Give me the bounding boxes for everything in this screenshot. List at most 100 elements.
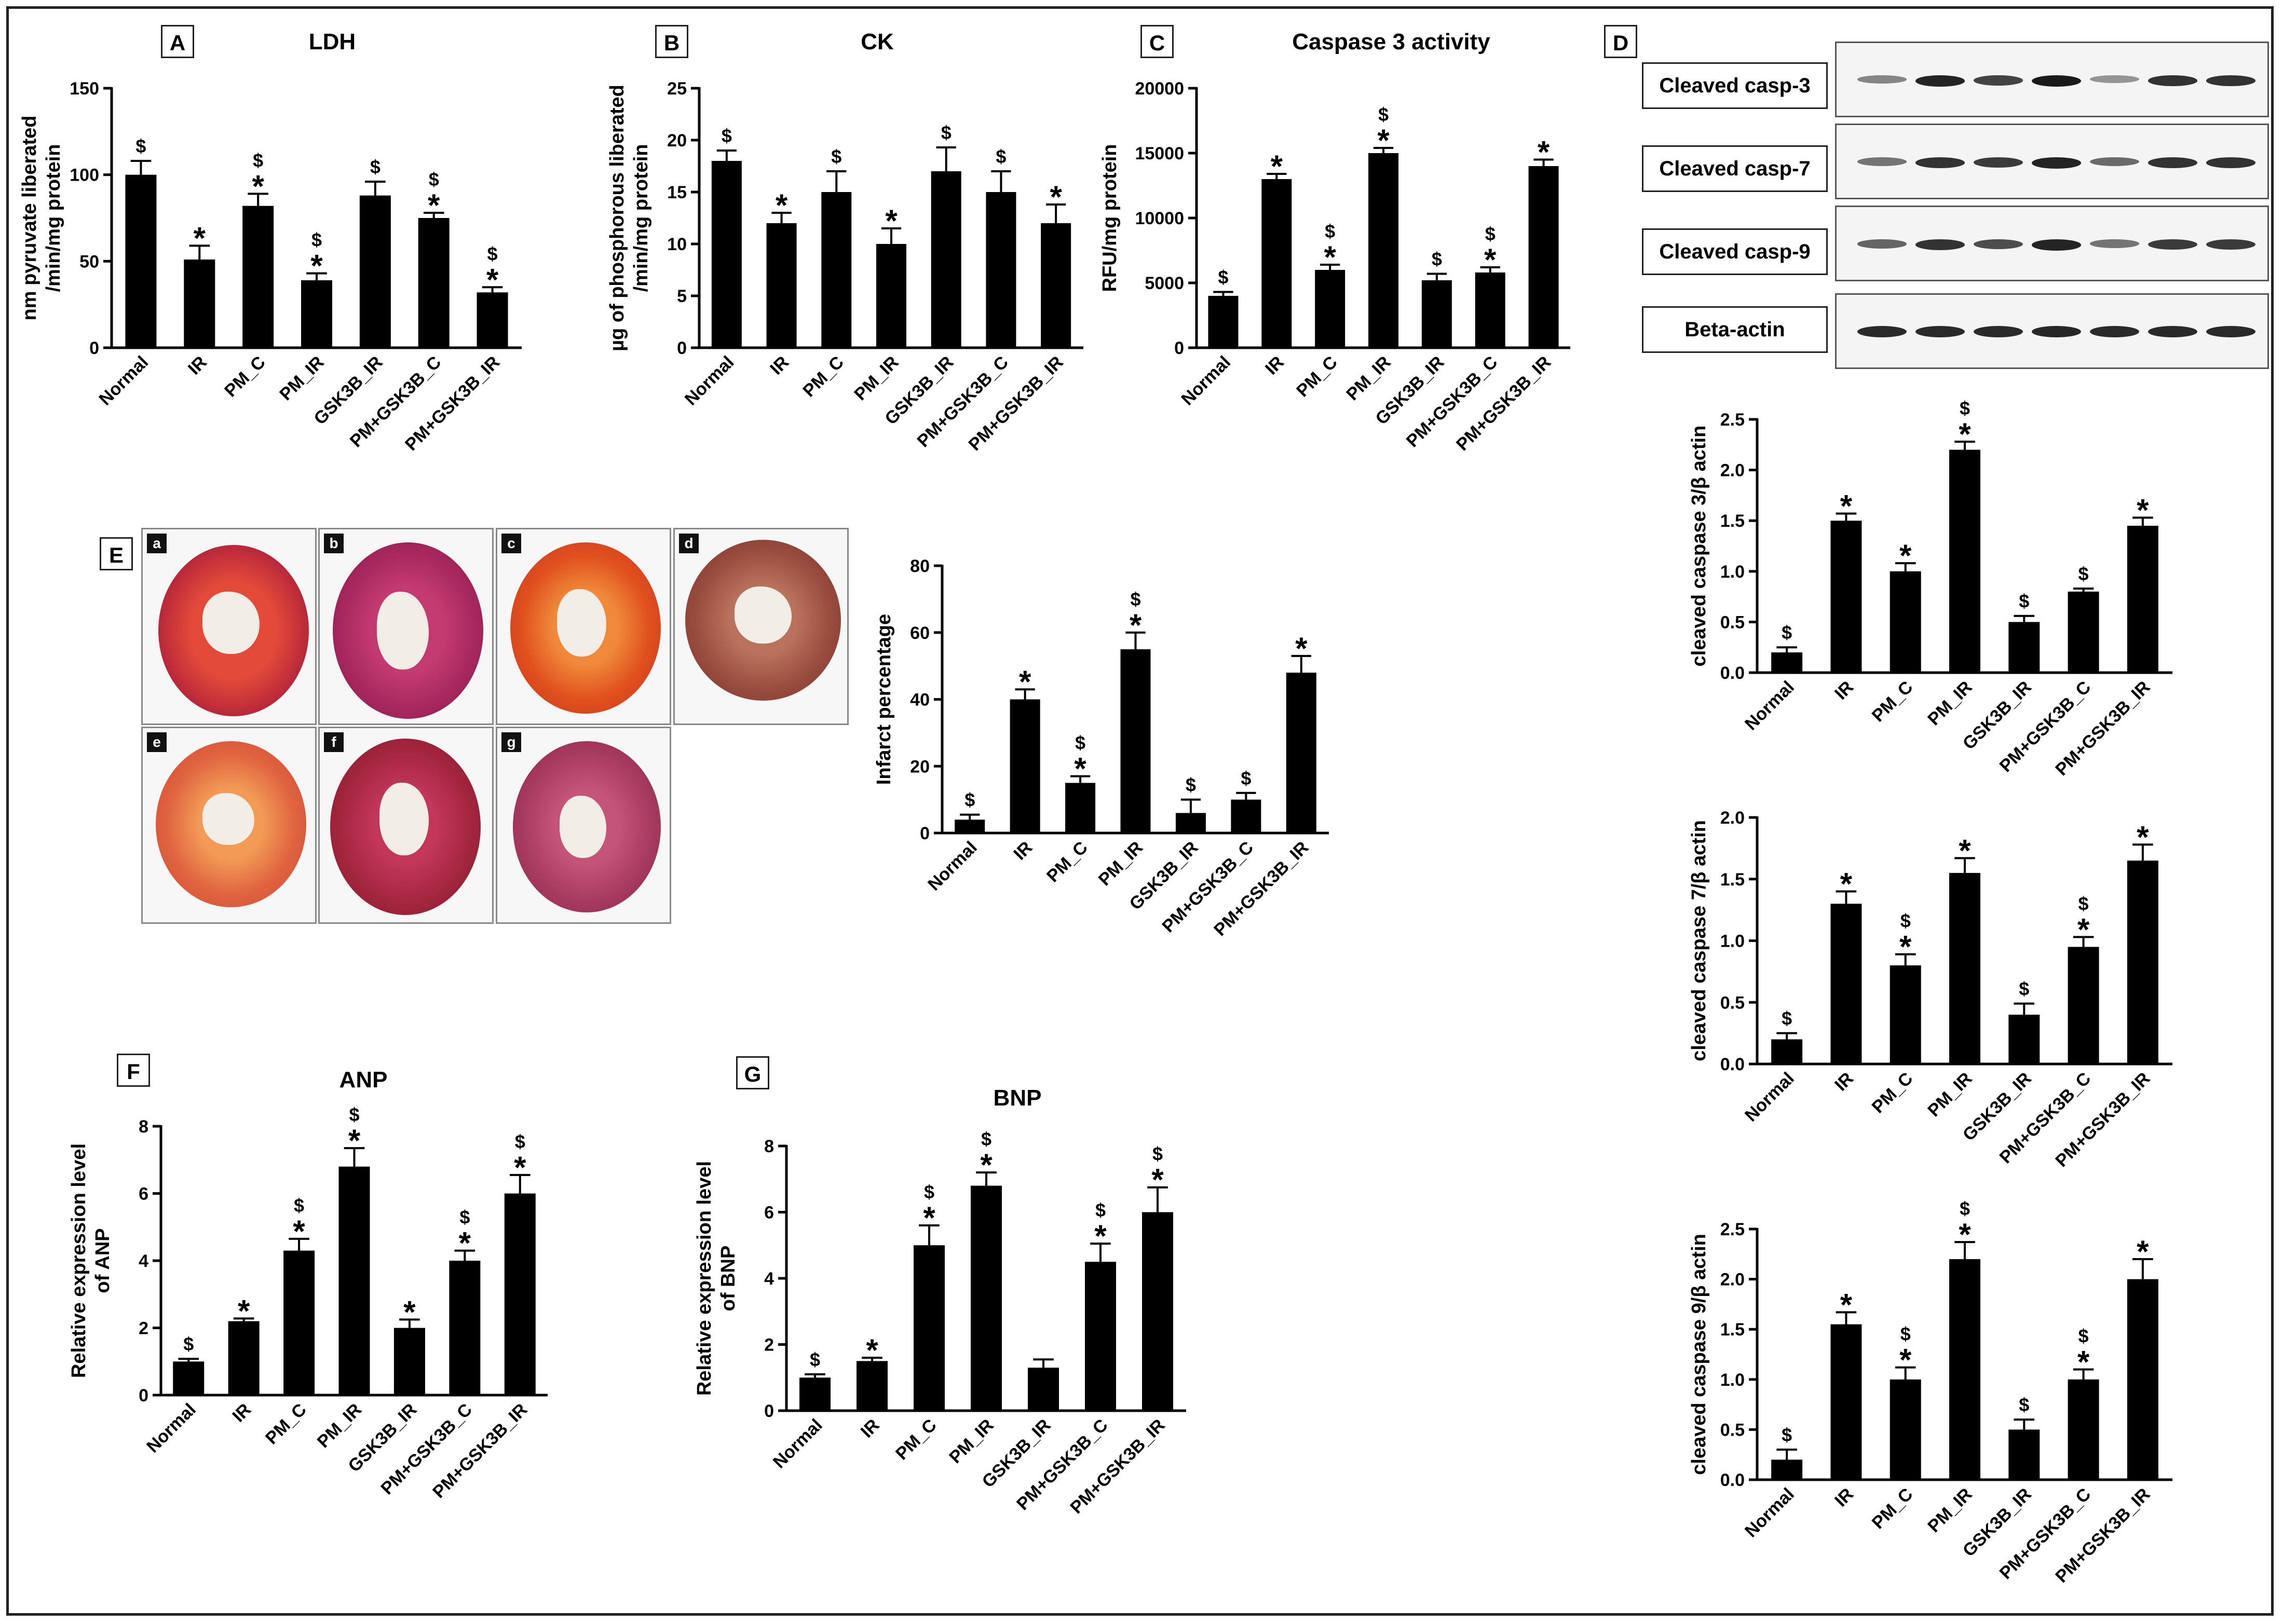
significance-marker: * [348,1123,361,1158]
significance-marker: $ [2078,1325,2089,1346]
bar [1528,166,1559,348]
bar [2068,1379,2099,1480]
y-axis-label: Relative expression level [68,1143,90,1378]
y-tick-label: 2 [764,1335,774,1355]
bar [1286,673,1316,833]
y-tick-label: 6 [764,1203,774,1223]
bar [477,292,508,348]
bar [876,244,906,348]
section-tag: d [679,534,699,553]
bar [184,260,215,348]
bar [931,171,961,348]
y-axis-label: Relative expression level [694,1161,715,1396]
significance-marker: * [1840,867,1853,902]
blot-band [2148,326,2197,337]
blot-label-casp9: Cleaved casp-9 [1642,228,1828,275]
y-tick-label: 0 [89,338,99,358]
y-axis-label: Infarct percentage [873,614,895,785]
blot-band [2206,326,2255,337]
bar [1475,272,1505,348]
bar [1368,153,1398,348]
bar [359,195,391,348]
section-tag: b [324,534,344,553]
blot-band [2032,326,2081,337]
blot-band [2090,326,2139,337]
significance-marker: * [1377,123,1390,158]
bar [301,280,332,348]
y-tick-label: 8 [139,1117,148,1137]
significance-marker: * [194,221,206,255]
y-tick-label: 1.0 [1720,932,1745,951]
y-tick-label: 0.0 [1720,1470,1745,1490]
significance-marker: * [2137,820,2149,854]
y-tick-label: 0.5 [1720,1420,1745,1440]
significance-marker: $ [1782,1008,1792,1029]
significance-marker: $ [311,229,322,251]
bar [1041,223,1071,348]
significance-marker: $ [370,156,380,178]
heart-section-a: a [141,528,317,725]
heart-section-b: b [318,528,494,725]
bar [1120,649,1151,833]
bar [1010,699,1040,833]
blot-band [1857,239,1907,249]
significance-marker: * [1538,135,1550,170]
x-tick-label: Normal [769,1415,826,1472]
significance-marker: $ [1782,622,1792,643]
y-tick-label: 100 [70,166,99,185]
bar [1208,296,1239,348]
bar [1830,1324,1862,1480]
blot-label-beta-actin: Beta-actin [1642,306,1828,353]
y-tick-label: 20 [910,757,930,776]
significance-marker: $ [1095,1199,1106,1221]
chart-title: Caspase 3 activity [1292,29,1490,54]
y-tick-label: 0 [920,824,930,843]
bar [1830,904,1862,1064]
blot-band [1857,157,1907,166]
y-tick-label: 60 [910,623,930,643]
bar [2008,1429,2040,1480]
blot-band [2206,75,2255,86]
y-tick-label: 150 [70,79,99,99]
significance-marker: * [1840,1287,1853,1322]
significance-marker: * [428,188,440,223]
significance-marker: * [1094,1219,1107,1253]
bar [1261,179,1292,348]
significance-marker: $ [1900,1323,1911,1345]
significance-marker: $ [429,169,439,190]
blot-band [1974,75,2023,86]
bar [2127,525,2158,673]
significance-marker: * [980,1148,993,1182]
y-tick-label: 2.0 [1720,1270,1745,1290]
significance-marker: $ [1218,267,1228,288]
bar [125,174,157,348]
significance-marker: $ [2019,1394,2029,1415]
blot-band [2148,157,2197,168]
significance-marker: $ [1130,589,1140,610]
significance-marker: * [459,1226,471,1261]
bar [2068,591,2099,673]
significance-marker: * [1959,417,1971,452]
y-tick-label: 15000 [1135,144,1184,163]
bar [857,1361,888,1411]
significance-marker: * [2077,1344,2090,1379]
blot-band [2148,75,2197,86]
panel-letter-a: A [161,25,194,58]
panel-letter-e: E [100,537,133,570]
significance-marker: * [403,1294,416,1329]
significance-marker: * [514,1150,526,1185]
bar [2068,947,2099,1064]
y-tick-label: 40 [910,690,930,710]
significance-marker: * [293,1214,305,1249]
bar [418,218,450,348]
blot-label-casp3: Cleaved casp-3 [1642,62,1828,109]
heart-section-c: c [496,528,671,725]
chart-title: CK [861,29,894,54]
significance-marker: $ [1960,398,1970,419]
significance-marker: * [2137,1234,2149,1269]
bar [1315,270,1346,348]
figure-frame [6,6,2274,1616]
y-tick-label: 0.5 [1720,993,1745,1013]
